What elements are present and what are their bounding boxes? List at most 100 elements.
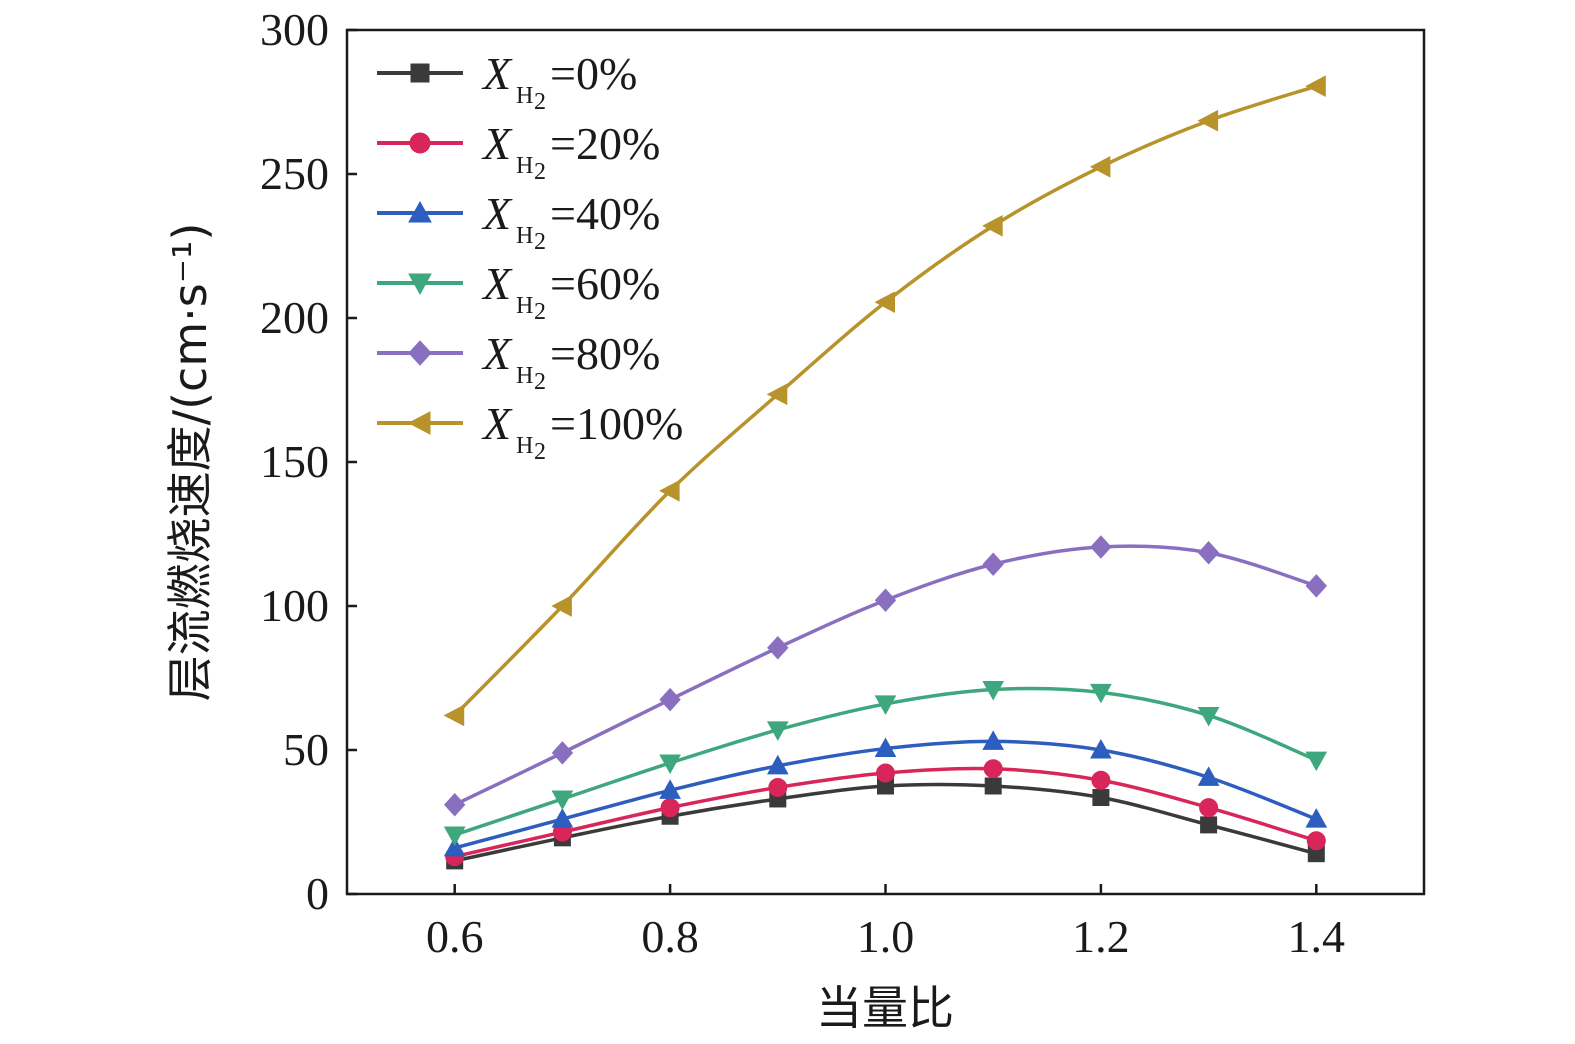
data-point: [1305, 75, 1326, 97]
legend-var: X: [481, 328, 513, 379]
data-point: [408, 340, 432, 366]
data-point: [1199, 798, 1219, 818]
legend-sub: H: [516, 363, 533, 389]
y-tick-label: 100: [260, 580, 329, 631]
data-point: [407, 411, 431, 435]
data-point: [982, 730, 1005, 750]
data-point: [409, 132, 431, 154]
y-axis-title: 层流燃烧速度/(cm·s⁻¹): [163, 223, 217, 702]
data-point: [1091, 770, 1111, 790]
y-tick-label: 0: [306, 868, 329, 919]
legend-item: X H 2=100%: [377, 398, 683, 465]
y-tick-label: 50: [283, 724, 329, 775]
legend-label: =20%: [550, 118, 660, 169]
data-point: [659, 687, 681, 712]
legend-var: X: [481, 258, 513, 309]
legend-item: X H 2=40%: [377, 188, 660, 255]
series-line: [453, 84, 1317, 717]
data-point: [408, 200, 432, 223]
data-point: [659, 779, 681, 799]
data-point: [1197, 540, 1220, 565]
data-point: [1305, 751, 1328, 772]
data-point: [983, 759, 1003, 779]
legend-var: X: [481, 188, 513, 239]
series-group: [445, 759, 1326, 867]
legend-sub2: 2: [534, 439, 546, 465]
x-tick-label: 1.0: [857, 911, 915, 962]
legend-sub2: 2: [534, 229, 546, 255]
data-point: [766, 383, 788, 406]
legend-sub: H: [516, 153, 533, 179]
legend-label: =0%: [550, 48, 637, 99]
series-line: [454, 782, 1317, 863]
y-tick-label: 200: [260, 292, 329, 343]
y-tick-label: 150: [260, 436, 329, 487]
axes: 0.6 0.8 1.0 1.2 1.4 0 50 100 150 200 250 300: [260, 4, 1345, 962]
data-point: [659, 479, 680, 502]
data-point: [766, 754, 789, 775]
data-point: [1197, 706, 1220, 727]
series-group: [446, 777, 1325, 870]
legend-var: X: [481, 48, 513, 99]
data-point: [1197, 766, 1220, 786]
series-group: [444, 535, 1327, 817]
legend-sub2: 2: [534, 89, 546, 115]
data-point: [982, 215, 1003, 237]
data-point: [876, 763, 895, 783]
data-point: [984, 777, 1002, 795]
legend-label: =60%: [550, 258, 660, 309]
legend-item: X H 2=20%: [377, 118, 660, 185]
legend-sub: H: [516, 223, 533, 249]
data-point: [1197, 109, 1219, 132]
legend: X H 2=0%X H 2=20%X H 2=40%X H 2=60%X H 2=80%X H 2=10…: [377, 48, 683, 465]
y-tick-label: 250: [260, 148, 329, 199]
data-point: [443, 826, 466, 846]
data-point: [551, 595, 572, 617]
data-point: [874, 695, 897, 715]
data-point: [410, 63, 430, 83]
data-point: [443, 836, 466, 857]
data-point: [551, 790, 574, 810]
y-tick-label: 300: [260, 4, 329, 55]
data-point: [1200, 816, 1218, 834]
legend-label: =40%: [550, 188, 660, 239]
data-point: [874, 737, 897, 758]
data-point: [1089, 155, 1111, 178]
data-point: [767, 636, 789, 660]
legend-item: X H 2=80%: [377, 328, 660, 395]
x-tick-label: 0.6: [426, 911, 484, 962]
data-point: [1090, 535, 1112, 559]
legend-item: X H 2=60%: [377, 258, 660, 325]
data-point: [551, 741, 574, 765]
data-point: [443, 704, 465, 727]
legend-sub2: 2: [534, 369, 546, 395]
data-point: [659, 754, 681, 774]
legend-var: X: [481, 398, 513, 449]
data-point: [766, 721, 789, 741]
x-tick-label: 1.4: [1288, 911, 1346, 962]
series-layer: [443, 75, 1328, 870]
x-axis-title: 当量比: [816, 981, 954, 1035]
legend-var: X: [481, 118, 513, 169]
legend-label: =80%: [550, 328, 660, 379]
data-point: [551, 808, 574, 828]
data-point: [1092, 789, 1110, 807]
series-group: [443, 75, 1326, 727]
series-group: [443, 681, 1328, 846]
data-point: [1305, 574, 1327, 598]
legend-sub: H: [516, 83, 533, 109]
legend-sub2: 2: [534, 159, 546, 185]
x-tick-label: 0.8: [641, 911, 699, 962]
data-point: [982, 552, 1004, 576]
legend-label: =100%: [550, 398, 683, 449]
data-point: [1090, 683, 1112, 704]
data-point: [768, 777, 788, 797]
data-point: [660, 798, 680, 818]
x-tick-label: 1.2: [1072, 911, 1130, 962]
data-point: [874, 291, 895, 313]
data-point: [408, 273, 432, 296]
data-point: [444, 792, 466, 817]
data-point: [1306, 831, 1326, 851]
legend-sub: H: [516, 433, 533, 459]
